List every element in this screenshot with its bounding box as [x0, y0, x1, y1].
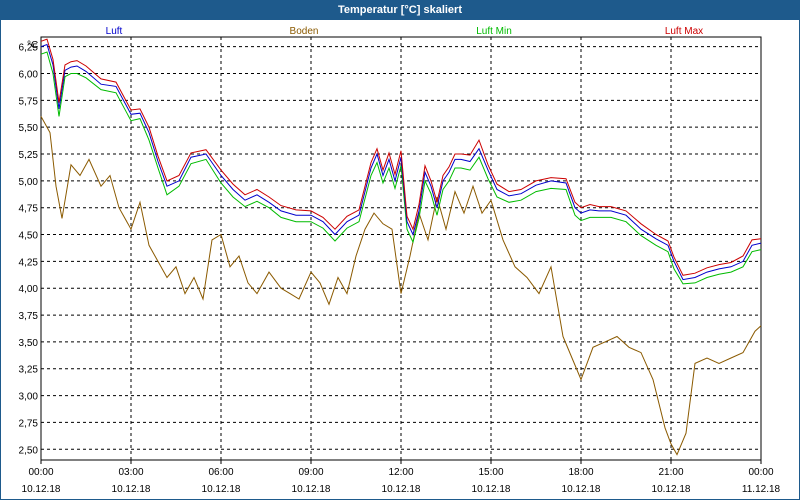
y-tick-label: 5,25 — [19, 150, 39, 161]
x-tick-time: 06:00 — [208, 467, 233, 478]
y-tick-label: 5,00 — [19, 177, 39, 188]
x-tick-date: 11.12.18 — [742, 484, 781, 495]
y-tick-label: 4,25 — [19, 257, 39, 268]
y-tick-label: 4,50 — [19, 231, 39, 242]
y-axis-unit: °C — [27, 40, 38, 51]
y-tick-label: 5,75 — [19, 96, 39, 107]
y-tick-label: 4,75 — [19, 204, 39, 215]
x-tick-date: 10.12.18 — [292, 484, 331, 495]
y-tick-label: 3,75 — [19, 311, 39, 322]
x-tick-time: 15:00 — [478, 467, 503, 478]
x-tick-date: 10.12.18 — [202, 484, 241, 495]
y-tick-label: 3,25 — [19, 365, 39, 376]
x-tick-date: 10.12.18 — [22, 484, 61, 495]
y-tick-label: 2,75 — [19, 418, 39, 429]
x-tick-date: 10.12.18 — [652, 484, 691, 495]
x-tick-time: 03:00 — [118, 467, 143, 478]
x-tick-time: 12:00 — [388, 467, 413, 478]
y-tick-label: 3,50 — [19, 338, 39, 349]
y-tick-label: 6,00 — [19, 70, 39, 81]
x-tick-time: 09:00 — [298, 467, 323, 478]
y-tick-label: 4,00 — [19, 284, 39, 295]
x-tick-time: 00:00 — [748, 467, 773, 478]
x-tick-date: 10.12.18 — [472, 484, 511, 495]
y-tick-label: 5,50 — [19, 123, 39, 134]
chart-title: Temperatur [°C] skaliert — [1, 1, 799, 20]
x-tick-date: 10.12.18 — [562, 484, 601, 495]
series-line-luft — [40, 43, 762, 281]
x-tick-date: 10.12.18 — [382, 484, 421, 495]
x-tick-date: 10.12.18 — [112, 484, 151, 495]
y-tick-label: 3,00 — [19, 392, 39, 403]
y-tick-label: 6,25 — [19, 43, 39, 54]
legend-entry: Luft Max — [665, 26, 703, 37]
y-tick-label: 2,50 — [19, 445, 39, 456]
x-tick-time: 18:00 — [568, 467, 593, 478]
series-line-boden — [40, 116, 762, 456]
x-tick-time: 21:00 — [658, 467, 683, 478]
legend-entry: Luft — [106, 26, 123, 37]
legend-entry: Luft Min — [476, 26, 512, 37]
series-line-luft-min — [40, 51, 762, 285]
legend-entry: Boden — [290, 26, 319, 37]
x-tick-time: 00:00 — [28, 467, 53, 478]
series-line-luft-max — [40, 38, 762, 276]
